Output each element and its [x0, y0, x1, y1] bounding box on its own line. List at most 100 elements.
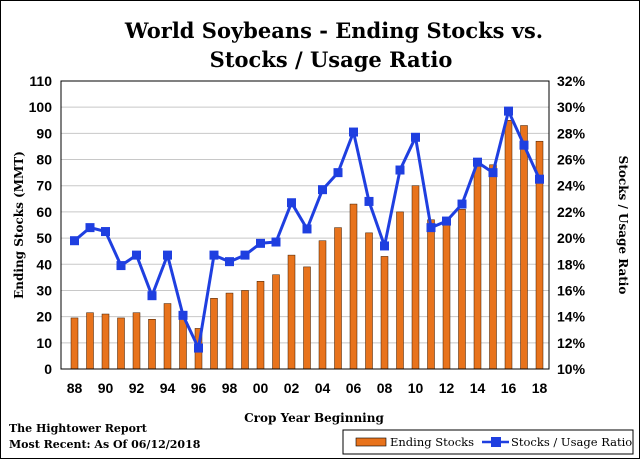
ratio-point-2007 — [364, 196, 374, 206]
bar-ending-stocks-1993 — [148, 319, 156, 370]
y-right-tick-label: 12% — [557, 335, 586, 351]
ratio-point-1995 — [178, 310, 188, 320]
x-tick-label: 14 — [470, 380, 486, 396]
y-left-tick-label: 70 — [36, 178, 52, 194]
y-right-tick-label: 28% — [557, 125, 586, 141]
bar-ending-stocks-2012 — [442, 222, 451, 370]
ratio-point-1992 — [132, 250, 141, 260]
ratio-point-1993 — [147, 291, 157, 301]
bar-ending-stocks-2010 — [411, 185, 420, 370]
ratio-point-1989 — [85, 223, 95, 233]
legend: Ending Stocks Stocks / Usage Ratio — [342, 429, 634, 455]
y-right-tick-label: 22% — [557, 204, 586, 220]
ratio-point-2018 — [535, 174, 544, 184]
bar-ending-stocks-1992 — [132, 312, 141, 370]
legend-label-ending-stocks: Ending Stocks — [390, 435, 474, 449]
chart-title-line-1: World Soybeans - Ending Stocks vs. — [124, 18, 543, 43]
bar-ending-stocks-2002 — [287, 254, 296, 370]
y-left-tick-label: 0 — [44, 361, 52, 377]
bar-ending-stocks-1989 — [86, 312, 94, 370]
ratio-point-1996 — [194, 343, 203, 353]
x-tick-label: 88 — [67, 380, 83, 396]
ratio-point-1999 — [240, 250, 250, 260]
bar-series-ending-stocks — [70, 120, 544, 370]
x-tick-label: 90 — [98, 380, 114, 396]
bar-ending-stocks-2017 — [520, 125, 528, 370]
y-left-tick-label: 110 — [29, 73, 52, 89]
y-axis-right-ticks: 10% 12% 14% 16% 18% 20% 22% 24% 26% 28% 30% 32% — [557, 73, 586, 377]
ratio-point-2016 — [504, 106, 513, 116]
legend-bar-swatch — [355, 437, 387, 447]
bar-ending-stocks-2007 — [365, 232, 373, 370]
y-right-tick-label: 14% — [557, 309, 586, 325]
y-right-tick-label: 30% — [557, 99, 586, 115]
bar-ending-stocks-2011 — [427, 219, 435, 370]
ratio-point-2013 — [457, 199, 467, 209]
x-tick-label: 02 — [284, 380, 300, 396]
ratio-point-2004 — [318, 185, 327, 195]
ratio-point-2015 — [488, 168, 498, 178]
ratio-point-2008 — [380, 241, 389, 251]
y-axis-left-ticks: 0 10 20 30 40 50 60 70 80 90 100 110 — [29, 73, 53, 377]
legend-label-stocks-usage-ratio: Stocks / Usage Ratio — [511, 435, 632, 449]
ratio-point-1988 — [70, 236, 79, 246]
ratio-point-2000 — [256, 238, 265, 248]
x-tick-label: 10 — [408, 380, 424, 396]
y-right-tick-label: 24% — [557, 178, 586, 194]
x-axis-label: Crop Year Beginning — [244, 411, 384, 425]
x-tick-label: 12 — [439, 380, 455, 396]
ratio-point-2009 — [395, 165, 405, 175]
ratio-point-1991 — [116, 261, 126, 271]
ratio-point-2001 — [271, 237, 281, 247]
bar-ending-stocks-1990 — [101, 313, 110, 370]
ratio-point-1997 — [209, 250, 219, 260]
chart-title-line-2: Stocks / Usage Ratio — [210, 47, 453, 72]
ratio-point-2010 — [411, 132, 420, 142]
bar-ending-stocks-1998 — [225, 292, 234, 370]
bar-ending-stocks-1997 — [210, 298, 218, 370]
y-right-tick-label: 32% — [557, 73, 586, 89]
date-note: Most Recent: As Of 06/12/2018 — [9, 438, 201, 451]
x-tick-label: 16 — [501, 380, 517, 396]
source-note: The Hightower Report — [9, 422, 148, 435]
y-right-tick-label: 18% — [557, 256, 586, 272]
y-axis-right-label: Stocks / Usage Ratio — [616, 156, 630, 295]
x-tick-label: 98 — [222, 380, 238, 396]
y-right-tick-label: 26% — [557, 152, 586, 168]
bar-ending-stocks-1995 — [179, 317, 187, 370]
bar-ending-stocks-2014 — [473, 164, 482, 370]
bar-ending-stocks-2009 — [396, 211, 404, 370]
ratio-point-2011 — [426, 223, 436, 233]
x-axis-ticks: 88 90 92 94 96 98 00 02 04 06 08 10 12 14 16 18 — [67, 380, 548, 396]
y-left-tick-label: 100 — [29, 99, 53, 115]
bar-ending-stocks-2000 — [256, 281, 265, 370]
ratio-point-1994 — [163, 250, 172, 260]
y-left-tick-label: 90 — [36, 125, 52, 141]
ratio-point-2002 — [287, 198, 296, 208]
ratio-point-2017 — [519, 140, 529, 150]
ratio-point-2005 — [333, 168, 343, 178]
x-tick-label: 94 — [160, 380, 176, 396]
y-left-tick-label: 80 — [36, 152, 52, 168]
bar-ending-stocks-2016 — [504, 120, 513, 370]
y-axis-left-label: Ending Stocks (MMT) — [12, 151, 26, 299]
y-left-tick-label: 10 — [36, 335, 52, 351]
bar-ending-stocks-2004 — [318, 240, 327, 370]
ratio-point-2003 — [302, 224, 312, 234]
ratio-point-1990 — [101, 227, 110, 237]
x-tick-label: 06 — [346, 380, 362, 396]
y-left-tick-label: 50 — [36, 230, 52, 246]
bar-ending-stocks-2003 — [303, 266, 311, 370]
y-left-tick-label: 60 — [36, 204, 52, 220]
bar-ending-stocks-2015 — [489, 164, 497, 370]
legend-marker-swatch — [491, 437, 501, 447]
y-right-tick-label: 10% — [557, 361, 586, 377]
y-right-tick-label: 20% — [557, 230, 586, 246]
bar-ending-stocks-2005 — [334, 227, 342, 370]
y-right-tick-label: 16% — [557, 282, 586, 298]
y-left-tick-label: 20 — [36, 309, 52, 325]
plot-area-border — [60, 80, 550, 370]
gridlines — [61, 106, 549, 344]
bar-ending-stocks-1999 — [241, 290, 249, 370]
x-tick-label: 18 — [532, 380, 548, 396]
